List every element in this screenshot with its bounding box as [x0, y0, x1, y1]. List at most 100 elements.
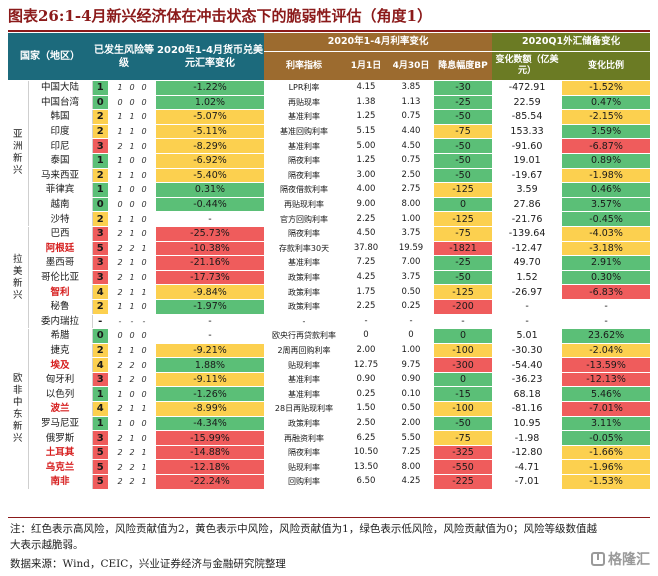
rate-cut-bp: -75: [434, 430, 493, 446]
risk-level-value: 3: [92, 138, 108, 154]
rate-apr30: 4.40: [388, 124, 434, 140]
footnote: 注：红色表示高风险，风险贡献值为2，黄色表示中风险，风险贡献值为1，绿色表示低风…: [10, 523, 598, 551]
country-name: 埃及: [28, 357, 93, 373]
table-row: 印度 2 1 1 0 -5.11% 基准回购利率 5.15 4.40 -75 153.33 3.59%: [8, 124, 651, 140]
fx-change-value: -5.40%: [156, 168, 264, 184]
fx-change-value: -25.73%: [156, 225, 264, 242]
table-row: 波兰 4 2 1 1 -8.99% 28日再贴现利率 1.50 0.50 -100 -81.16 -7…: [8, 401, 651, 417]
rate-jan1: 6.25: [344, 430, 388, 446]
risk-level-value: 2: [92, 299, 108, 315]
risk-reserve-component: 0: [141, 112, 147, 122]
reserve-change-amount: -: [492, 314, 563, 330]
rate-apr30: 0.25: [388, 299, 434, 315]
header-reserve-change: 变化数额（亿美元）: [492, 51, 563, 81]
risk-reserve-component: 1: [141, 287, 147, 297]
rate-apr30: -: [388, 314, 434, 330]
rate-cut-bp: -550: [434, 459, 493, 476]
rate-apr30: 19.59: [388, 241, 434, 257]
rate-jan1: 13.50: [344, 459, 388, 476]
country-name: 土耳其: [28, 445, 93, 461]
rate-cut-bp: -50: [434, 153, 493, 169]
rate-indicator: 再贴现利率: [264, 197, 344, 213]
rate-jan1: 1.38: [344, 95, 388, 111]
fx-change-value: -9.11%: [156, 372, 264, 388]
rate-cut-bp: -125: [434, 284, 493, 300]
risk-reserve-component: 0: [141, 433, 147, 443]
risk-fx-component: 1: [117, 112, 123, 122]
table-row: 委内瑞拉 - - - - - - - - - - -: [8, 314, 651, 330]
risk-reserve-component: 0: [141, 302, 147, 312]
rate-indicator: 政策利率: [264, 284, 344, 300]
rate-apr30: 3.75: [388, 225, 434, 242]
risk-level-value: 0: [92, 197, 108, 213]
table-row: 阿根廷 5 2 2 1 -10.38% 存款利率30天 37.80 19.59 -1821 -12.…: [8, 241, 651, 257]
table-row: 亚洲新兴 中国大陆 1 1 0 0 -1.22% LPR利率 4.15 3.85 -30 -472.9…: [8, 80, 651, 227]
risk-fx-component: 1: [117, 156, 123, 166]
risk-level-value: 5: [92, 474, 108, 490]
reserve-change-ratio: 3.59%: [562, 124, 651, 140]
risk-rate-component: 0: [129, 389, 135, 399]
rate-cut-bp: -: [434, 314, 493, 330]
risk-level-value: 4: [92, 357, 108, 373]
reserve-change-amount: -81.16: [492, 401, 563, 417]
fx-change-value: -1.22%: [156, 80, 264, 96]
rate-jan1: 2.25: [344, 211, 388, 227]
reserve-change-ratio: -2.04%: [562, 343, 651, 359]
risk-reserve-component: 0: [141, 83, 147, 93]
risk-rate-component: 1: [129, 404, 135, 414]
rate-indicator: 基准利率: [264, 109, 344, 125]
reserve-change-amount: 49.70: [492, 255, 563, 271]
country-name: 墨西哥: [28, 255, 93, 271]
reserve-change-amount: -7.01: [492, 474, 563, 490]
rate-indicator: LPR利率: [264, 80, 344, 96]
country-name: 以色列: [28, 386, 93, 403]
fx-change-value: -14.88%: [156, 445, 264, 461]
risk-reserve-component: 0: [141, 229, 147, 239]
rate-indicator: 政策利率: [264, 299, 344, 315]
risk-level-value: 5: [92, 241, 108, 257]
risk-rate-component: 1: [129, 258, 135, 268]
risk-rate-component: 2: [129, 477, 135, 487]
country-name: 马来西亚: [28, 168, 93, 184]
rate-apr30: 2.75: [388, 182, 434, 198]
risk-rate-component: 0: [129, 97, 135, 107]
table-row: 俄罗斯 3 2 1 0 -15.99% 再融资利率 6.25 5.50 -75 -1.98 -0.05…: [8, 430, 651, 446]
risk-rate-component: 1: [129, 287, 135, 297]
table-row: 越南 0 0 0 0 -0.44% 再贴现利率 9.00 8.00 0 27.86 3.57%: [8, 197, 651, 213]
reserve-change-ratio: -12.13%: [562, 372, 651, 388]
rate-indicator: 隔夜利率: [264, 153, 344, 169]
risk-fx-component: 1: [117, 345, 123, 355]
rate-jan1: 4.00: [344, 182, 388, 198]
rate-apr30: 4.50: [388, 138, 434, 154]
country-name: 乌克兰: [28, 459, 93, 476]
reserve-change-ratio: -1.53%: [562, 474, 651, 490]
risk-rate-component: 0: [129, 331, 135, 341]
risk-rate-component: 0: [129, 83, 135, 93]
header-fx-change: 2020年1-4月货币兑美元汇率变化: [156, 33, 264, 81]
risk-fx-component: 1: [117, 127, 123, 137]
risk-rate-component: 1: [129, 214, 135, 224]
table-row: 南非 5 2 2 1 -22.24% 回购利率 6.50 4.25 -225 -7.01 -1.53%: [8, 474, 651, 490]
reserve-change-ratio: -7.01%: [562, 401, 651, 417]
table-row: 欧非中东新兴 希腊 0 0 0 0- 欧央行再贷款利率 0 0 0 5.01 23.62%: [8, 328, 651, 490]
risk-fx-component: 2: [117, 287, 123, 297]
rate-indicator: 28日再贴现利率: [264, 401, 344, 417]
risk-fx-component: 2: [117, 448, 123, 458]
country-name: 巴西: [28, 225, 93, 242]
country-name: 阿根廷: [28, 241, 93, 257]
fx-change-value: -0.44%: [156, 197, 264, 213]
rate-indicator: 2周再回购利率: [264, 343, 344, 359]
reserve-change-amount: 10.95: [492, 416, 563, 432]
table-row: 捷克 2 1 1 0 -9.21% 2周再回购利率 2.00 1.00 -100 -30.30 -2.…: [8, 343, 651, 359]
rate-cut-bp: -50: [434, 168, 493, 184]
risk-rate-component: 0: [129, 156, 135, 166]
risk-reserve-component: 1: [141, 448, 147, 458]
risk-fx-component: 2: [117, 273, 123, 283]
risk-fx-component: 1: [117, 302, 123, 312]
